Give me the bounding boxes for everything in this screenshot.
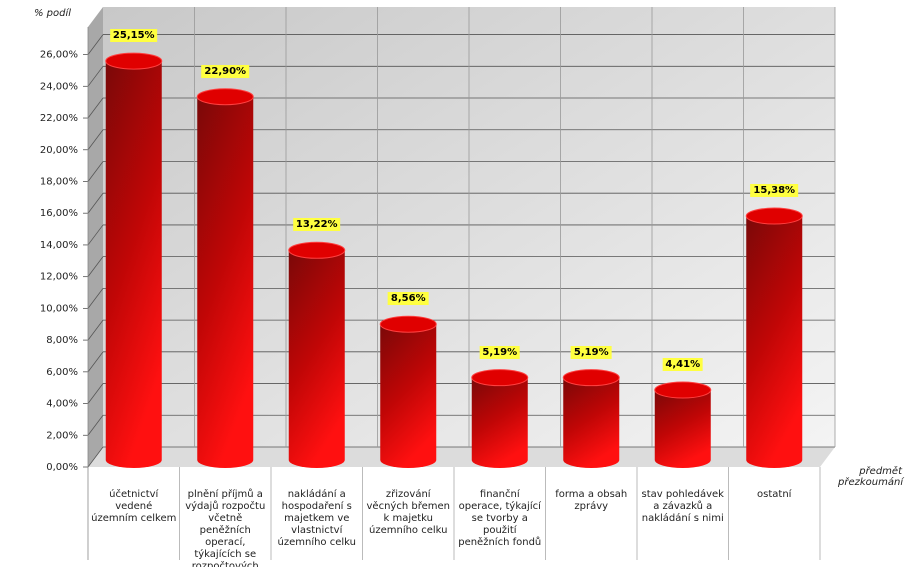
y-tick-label: 12,00% xyxy=(40,272,78,283)
grid-line-side xyxy=(87,129,104,150)
grid-line-side xyxy=(87,319,104,341)
value-label: 22,90% xyxy=(201,64,250,78)
bar-top xyxy=(562,369,620,387)
x-tick-label: finanční operace, týkající se tvorby a p… xyxy=(458,489,542,548)
bar xyxy=(471,377,528,468)
grid-line-side xyxy=(87,161,104,182)
grid-line-side xyxy=(87,415,104,436)
value-label: 8,56% xyxy=(387,292,429,306)
grid-line-side xyxy=(87,288,104,309)
y-tick-label: 22,00% xyxy=(40,113,78,124)
x-tick-label: forma a obsah zprávy xyxy=(555,489,628,512)
y-tick-label: 0,00% xyxy=(46,462,78,473)
bar-top xyxy=(105,52,163,70)
grid-line-side xyxy=(87,34,104,55)
grid-line-side xyxy=(87,351,104,373)
grid-line-side xyxy=(87,224,104,246)
value-label: 25,15% xyxy=(109,29,158,43)
y-tick-label: 6,00% xyxy=(46,367,78,378)
bar xyxy=(288,250,345,468)
grid-line-side xyxy=(87,66,104,87)
grid-line-side xyxy=(87,256,104,277)
y-tick-label: 4,00% xyxy=(46,399,78,410)
y-tick-label: 26,00% xyxy=(40,50,78,61)
bar-top xyxy=(745,207,803,225)
y-tick-label: 24,00% xyxy=(40,81,78,92)
floor xyxy=(88,447,835,467)
bar-top xyxy=(196,88,254,106)
y-tick-label: 2,00% xyxy=(46,430,78,441)
grid-line-side xyxy=(87,192,104,214)
bar xyxy=(105,61,162,468)
grid-line-side xyxy=(87,383,104,404)
bar xyxy=(380,324,437,468)
y-tick-label: 16,00% xyxy=(40,208,78,219)
y-axis-title: % podíl xyxy=(34,8,72,19)
x-tick-label: ostatní xyxy=(757,489,792,500)
bar-top xyxy=(471,369,529,387)
y-tick-label: 8,00% xyxy=(46,335,78,346)
x-tick-label: nakládání a hospodaření s majetkem ve vl… xyxy=(277,489,356,548)
grid-line-side xyxy=(87,446,104,468)
bar xyxy=(563,377,620,468)
x-tick-label: účetnictví vedené územním celkem xyxy=(91,489,177,524)
x-tick-label: stav pohledávek a závazků a nakládání s … xyxy=(641,489,724,524)
y-tick-label: 10,00% xyxy=(40,303,78,314)
value-label: 5,19% xyxy=(570,345,612,359)
value-label: 13,22% xyxy=(292,218,341,232)
y-tick-label: 20,00% xyxy=(40,145,78,156)
y-tick-label: 14,00% xyxy=(40,240,78,251)
bar-top xyxy=(288,241,346,259)
x-tick-label: zřizování věcných břemen k majetku územn… xyxy=(366,489,450,536)
x-axis-title: předmět přezkoumání xyxy=(838,466,904,488)
bar-top xyxy=(379,315,437,333)
side-wall xyxy=(88,7,103,467)
x-tick-label: plnění příjmů a výdajů rozpočtu včetně p… xyxy=(185,489,266,567)
bar xyxy=(197,96,254,469)
y-tick-label: 18,00% xyxy=(40,176,78,187)
bar-top xyxy=(654,381,712,399)
bar xyxy=(654,390,711,468)
value-label: 4,41% xyxy=(662,358,704,372)
value-label: 5,19% xyxy=(479,345,521,359)
grid-line-side xyxy=(87,97,104,119)
bar xyxy=(746,216,803,468)
value-label: 15,38% xyxy=(750,184,799,198)
